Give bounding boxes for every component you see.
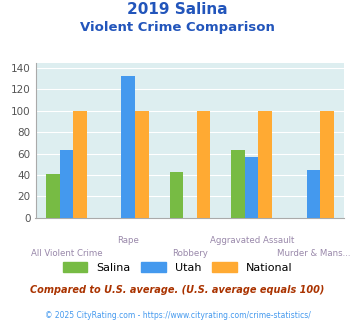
Text: 2019 Salina: 2019 Salina (127, 2, 228, 16)
Text: Aggravated Assault: Aggravated Assault (209, 236, 294, 245)
Bar (231, 150, 245, 218)
Bar (135, 111, 148, 218)
Text: Rape: Rape (117, 236, 139, 245)
Bar (245, 157, 258, 218)
Text: Murder & Mans...: Murder & Mans... (277, 249, 350, 258)
Bar (197, 111, 210, 218)
Legend: Salina, Utah, National: Salina, Utah, National (58, 258, 297, 278)
Bar (170, 172, 183, 218)
Text: Violent Crime Comparison: Violent Crime Comparison (80, 21, 275, 34)
Text: All Violent Crime: All Violent Crime (31, 249, 102, 258)
Bar (73, 111, 87, 218)
Bar (46, 174, 60, 218)
Bar (307, 170, 320, 218)
Text: © 2025 CityRating.com - https://www.cityrating.com/crime-statistics/: © 2025 CityRating.com - https://www.city… (45, 311, 310, 320)
Text: Robbery: Robbery (172, 249, 208, 258)
Text: Compared to U.S. average. (U.S. average equals 100): Compared to U.S. average. (U.S. average … (30, 285, 325, 295)
Bar (60, 150, 73, 218)
Bar (258, 111, 272, 218)
Bar (121, 76, 135, 218)
Bar (320, 111, 334, 218)
